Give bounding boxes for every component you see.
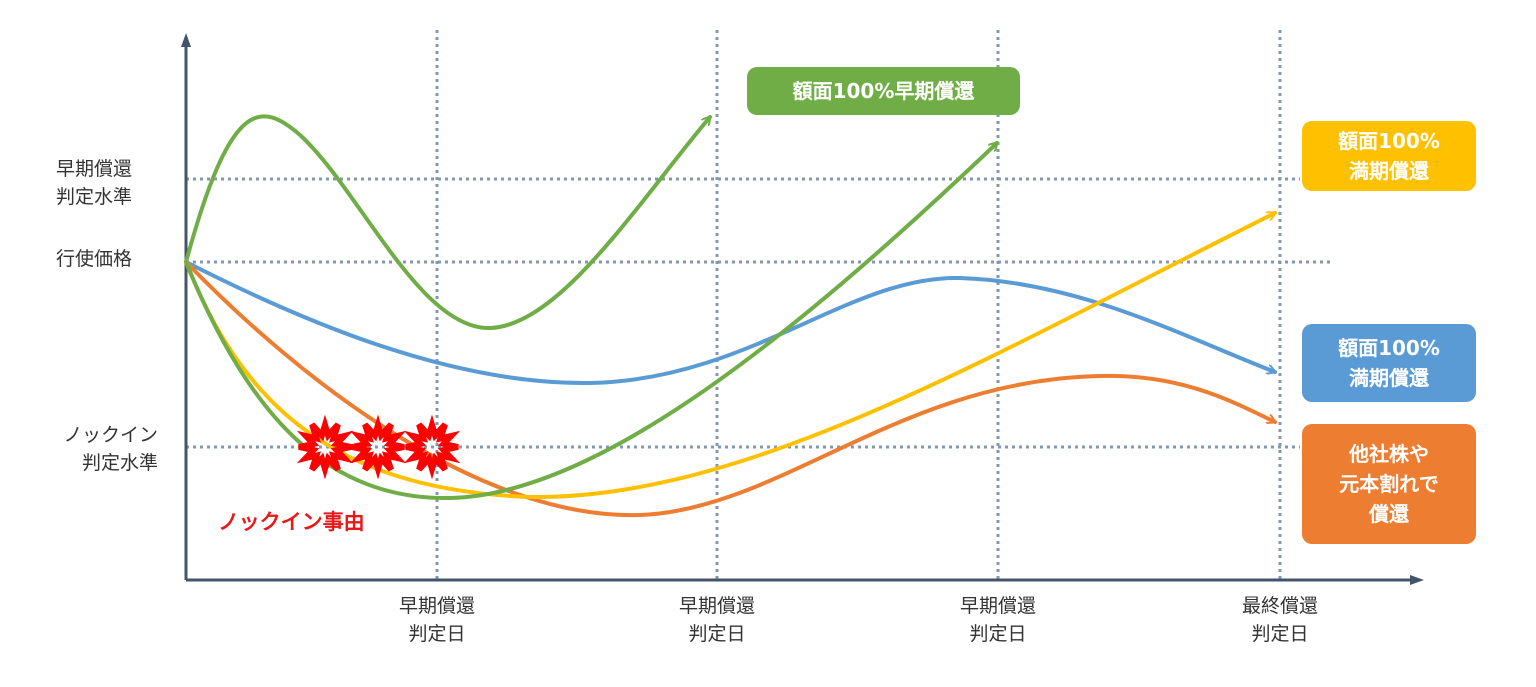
knock-in-burst-icon bbox=[403, 414, 461, 480]
loss-redemption-box: 他社株や元本割れで償還 bbox=[1302, 424, 1476, 544]
x-label-3: 早期償還 判定日 bbox=[938, 592, 1058, 648]
maturity-blue-box: 額面100% 満期償還 bbox=[1302, 324, 1476, 402]
label-line: 早期償還 bbox=[56, 158, 133, 180]
box-line: 額面100% bbox=[1338, 129, 1440, 153]
label-line: 判定日 bbox=[1251, 623, 1309, 645]
green-path-early bbox=[184, 114, 712, 331]
strike-price-label: 行使価格 bbox=[56, 248, 133, 270]
label-line: 判定水準 bbox=[56, 186, 133, 208]
label-line: 早期償還 bbox=[959, 595, 1036, 617]
box-line: 償還 bbox=[1369, 502, 1409, 526]
green-path-late bbox=[184, 143, 997, 501]
orange-path bbox=[184, 260, 1275, 518]
knock-in-burst-icon bbox=[296, 414, 354, 480]
x-axis-arrow-icon bbox=[1410, 575, 1424, 585]
box-line: 他社株や bbox=[1349, 442, 1429, 466]
label-line: 判定日 bbox=[688, 623, 746, 645]
early-redemption-level-label: 早期償還 判定水準 bbox=[56, 155, 132, 211]
y-axis-arrow-icon bbox=[181, 33, 191, 47]
knock-in-level-label: ノックイン 判定水準 bbox=[46, 421, 158, 477]
yellow-path bbox=[184, 211, 1275, 500]
box-line: 満期償還 bbox=[1349, 159, 1429, 183]
knock-in-event-label: ノックイン事由 bbox=[218, 510, 365, 534]
x-label-1: 早期償還 判定日 bbox=[377, 592, 497, 648]
label-line: 早期償還 bbox=[398, 595, 475, 617]
x-label-2: 早期償還 判定日 bbox=[657, 592, 777, 648]
box-line: 額面100% bbox=[1338, 336, 1440, 360]
box-line: 元本割れで bbox=[1339, 472, 1439, 496]
early-redemption-box: 額面100%早期償還 bbox=[747, 67, 1020, 115]
blue-path bbox=[184, 260, 1275, 386]
knock-in-burst-icon bbox=[349, 414, 407, 480]
label-line: 判定水準 bbox=[81, 452, 158, 474]
box-line: 満期償還 bbox=[1349, 366, 1429, 390]
label-line: 判定日 bbox=[408, 623, 466, 645]
label-line: 判定日 bbox=[969, 623, 1027, 645]
label-line: ノックイン bbox=[63, 424, 158, 446]
label-line: 早期償還 bbox=[678, 595, 755, 617]
label-line: 最終償還 bbox=[1241, 595, 1318, 617]
maturity-yellow-box: 額面100% 満期償還 bbox=[1302, 121, 1476, 191]
x-label-final: 最終償還 判定日 bbox=[1220, 592, 1340, 648]
